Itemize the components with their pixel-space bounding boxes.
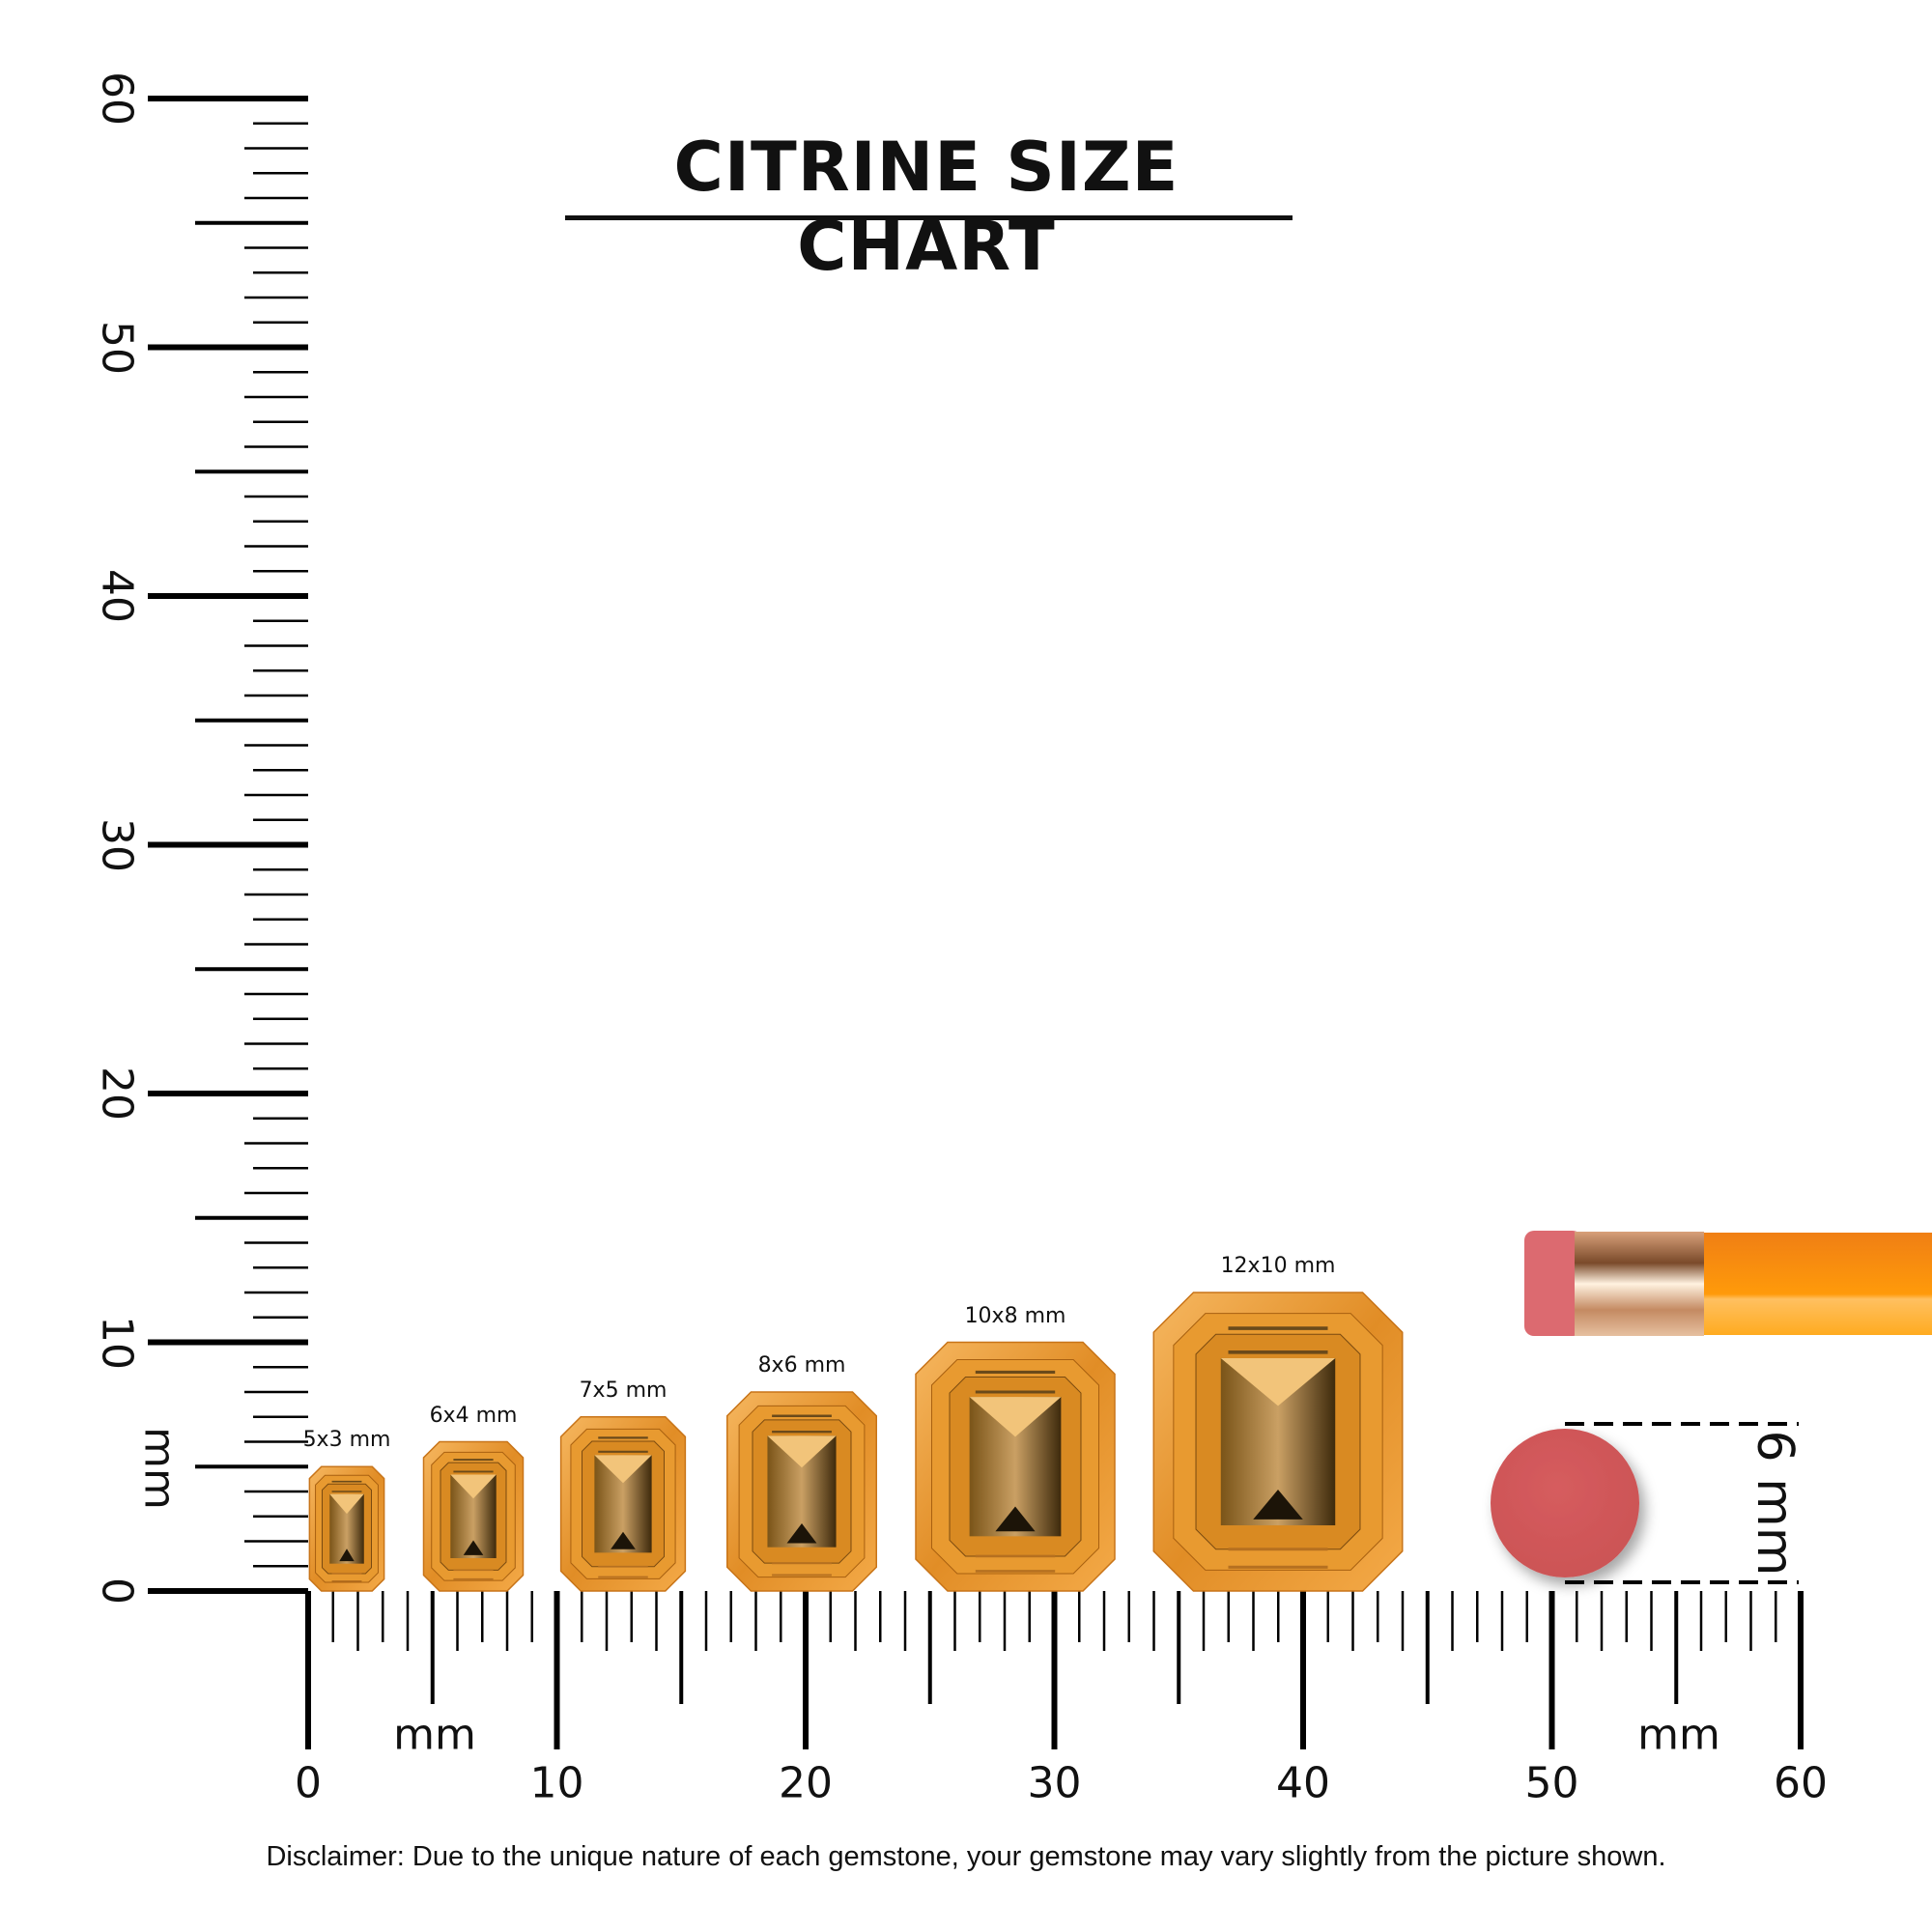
disclaimer: Disclaimer: Due to the unique nature of …	[266, 1841, 1666, 1872]
vertical-tick-label: 40	[92, 569, 142, 623]
gem-7x5-mm	[559, 1416, 687, 1592]
horizontal-tick-label: 10	[529, 1758, 584, 1808]
vertical-tick-label: 10	[92, 1315, 142, 1370]
horizontal-tick-label: 60	[1774, 1758, 1828, 1808]
gem-size-label: 12x10 mm	[1220, 1254, 1336, 1278]
title-underline	[565, 215, 1293, 220]
reference-dot	[1491, 1429, 1639, 1577]
gem-10x8-mm	[915, 1341, 1116, 1592]
vertical-tick-label: 60	[92, 71, 142, 126]
gem-size-label: 8x6 mm	[757, 1353, 846, 1378]
gem-8x6-mm	[726, 1391, 877, 1592]
gem-size-label: 5x3 mm	[302, 1428, 391, 1453]
gem-row	[308, 1292, 1404, 1592]
vertical-ruler	[148, 96, 308, 1594]
vertical-tick-label: 20	[92, 1066, 142, 1121]
vertical-unit-label: mm	[134, 1427, 185, 1510]
gem-size-label: 6x4 mm	[429, 1403, 518, 1428]
gem-12x10-mm	[1152, 1292, 1404, 1592]
vertical-tick-label: 50	[92, 320, 142, 375]
pencil-body	[1704, 1233, 1932, 1335]
horizontal-tick-label: 40	[1276, 1758, 1330, 1808]
gem-5x3-mm	[308, 1465, 385, 1592]
horizontal-tick-label: 50	[1524, 1758, 1579, 1808]
gem-size-label: 10x8 mm	[964, 1303, 1066, 1328]
horizontal-ruler	[305, 1591, 1804, 1749]
reference-eraser	[1491, 1422, 1799, 1584]
pencil-eraser	[1524, 1231, 1582, 1336]
horizontal-unit-label-left: mm	[393, 1710, 476, 1760]
horizontal-tick-label: 30	[1027, 1758, 1082, 1808]
horizontal-tick-label: 20	[779, 1758, 833, 1808]
vertical-tick-label: 0	[92, 1577, 142, 1605]
horizontal-unit-label-right: mm	[1637, 1710, 1720, 1760]
vertical-tick-label: 30	[92, 817, 142, 872]
pencil-ferrule	[1575, 1232, 1704, 1336]
horizontal-tick-label: 0	[295, 1758, 322, 1808]
gem-6x4-mm	[422, 1440, 525, 1592]
reference-size-label: 6 mm	[1746, 1430, 1804, 1577]
gem-size-label: 7x5 mm	[579, 1378, 668, 1403]
pencil	[1524, 1231, 1932, 1336]
